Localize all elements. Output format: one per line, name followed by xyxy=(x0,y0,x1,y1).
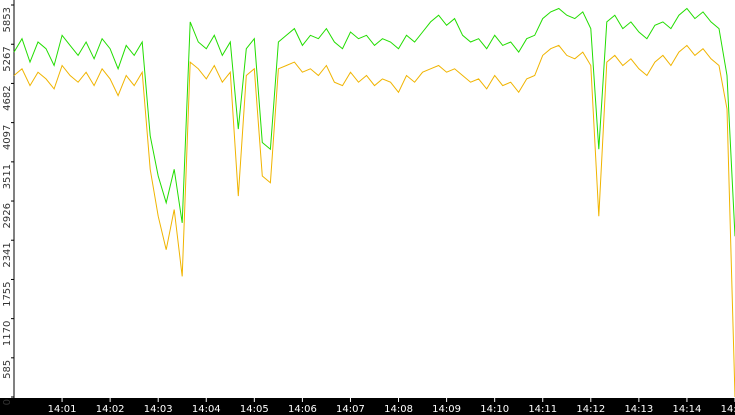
y-tick-label: 2341 xyxy=(2,242,13,267)
x-tick-label: 14:01 xyxy=(48,404,77,415)
y-tick-label: 5267 xyxy=(2,46,13,71)
x-tick-label: 14:11 xyxy=(528,404,557,415)
y-tick-label: 1755 xyxy=(2,281,13,306)
x-tick-label: 14:04 xyxy=(192,404,221,415)
y-tick-label: 4682 xyxy=(2,85,13,110)
x-axis-band xyxy=(0,398,735,415)
x-tick-label: 14:09 xyxy=(432,404,461,415)
x-tick-label: 14:13 xyxy=(624,404,653,415)
x-tick-label: 14:15 xyxy=(721,404,735,415)
x-tick-label: 14:10 xyxy=(480,404,509,415)
y-tick-label: 0 xyxy=(2,399,13,405)
y-tick-label: 5853 xyxy=(2,7,13,32)
x-tick-label: 14:06 xyxy=(288,404,317,415)
line-series xyxy=(13,7,735,237)
y-tick-label: 4097 xyxy=(2,125,13,150)
y-tick-label: 1170 xyxy=(2,321,13,346)
y-tick-label: 3511 xyxy=(2,164,13,189)
x-tick-label: 14:12 xyxy=(576,404,605,415)
x-tick-label: 14:08 xyxy=(384,404,413,415)
x-tick-label: 14:02 xyxy=(96,404,125,415)
y-tick-label: 585 xyxy=(2,360,13,379)
line-series xyxy=(13,44,735,398)
x-tick-label: 14:07 xyxy=(336,404,365,415)
y-tick-label: 2926 xyxy=(2,203,13,228)
x-tick-label: 14:05 xyxy=(240,404,269,415)
x-tick-label: 14:03 xyxy=(144,404,173,415)
x-tick-label: 14:14 xyxy=(673,404,702,415)
